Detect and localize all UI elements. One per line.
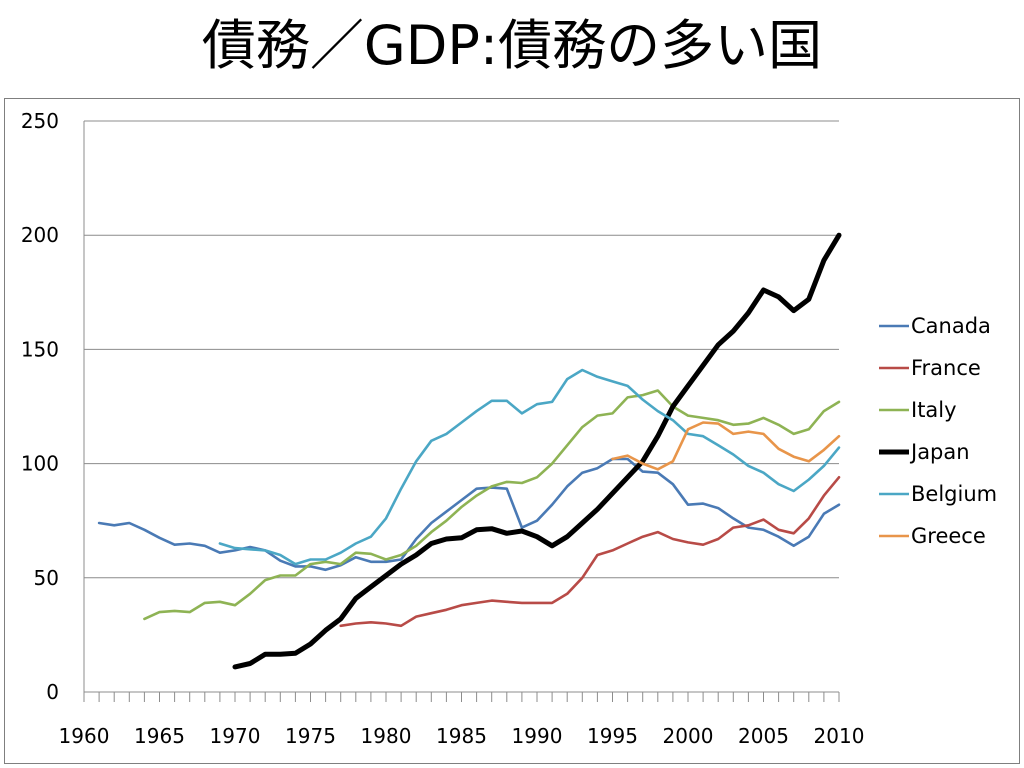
y-tick-label: 150 [21, 337, 59, 361]
series-line-greece [611, 421, 841, 471]
x-tick-label: 1995 [587, 724, 638, 748]
slide-title: 債務／GDP:債務の多い国 [201, 14, 823, 77]
x-tick-label: 1990 [512, 724, 563, 748]
legend: Canada France Italy Japan Belgium Greece [879, 314, 997, 548]
series-line-japan [232, 232, 842, 670]
axes: 0 50 100 150 200 250 1960 1965 1970 1975 1980 1985 1… [21, 109, 865, 748]
series-line-france [339, 475, 841, 628]
x-tick-label: 1985 [436, 724, 487, 748]
x-tick-label: 1980 [361, 724, 412, 748]
y-tick-label: 200 [21, 223, 59, 247]
legend-label-japan: Japan [909, 440, 970, 464]
x-tick-label: 2010 [814, 724, 865, 748]
gridlines [84, 120, 839, 579]
series-line-canada [97, 457, 841, 572]
y-tick-label: 250 [21, 109, 59, 133]
x-tick-label: 1970 [210, 724, 261, 748]
legend-label-canada: Canada [911, 314, 991, 338]
x-tick-label: 1960 [59, 724, 110, 748]
x-tick-label: 1965 [134, 724, 185, 748]
legend-label-greece: Greece [911, 524, 986, 548]
legend-label-belgium: Belgium [911, 482, 997, 506]
line-chart: 0 50 100 150 200 250 1960 1965 1970 1975 1980 1985 1… [21, 109, 997, 748]
y-tick-label: 0 [46, 680, 59, 704]
series-line-belgium [218, 368, 841, 566]
legend-label-france: France [911, 356, 981, 380]
x-tick-label: 1975 [285, 724, 336, 748]
chart-frame: 0 50 100 150 200 250 1960 1965 1970 1975 1980 1985 1… [4, 98, 1020, 764]
y-tick-label: 100 [21, 452, 59, 476]
x-tick-label: 2005 [738, 724, 789, 748]
series-lines [97, 232, 842, 670]
x-tick-label: 2000 [663, 724, 714, 748]
legend-label-italy: Italy [911, 398, 957, 422]
y-tick-label: 50 [34, 566, 59, 590]
series-line-italy [143, 389, 841, 621]
